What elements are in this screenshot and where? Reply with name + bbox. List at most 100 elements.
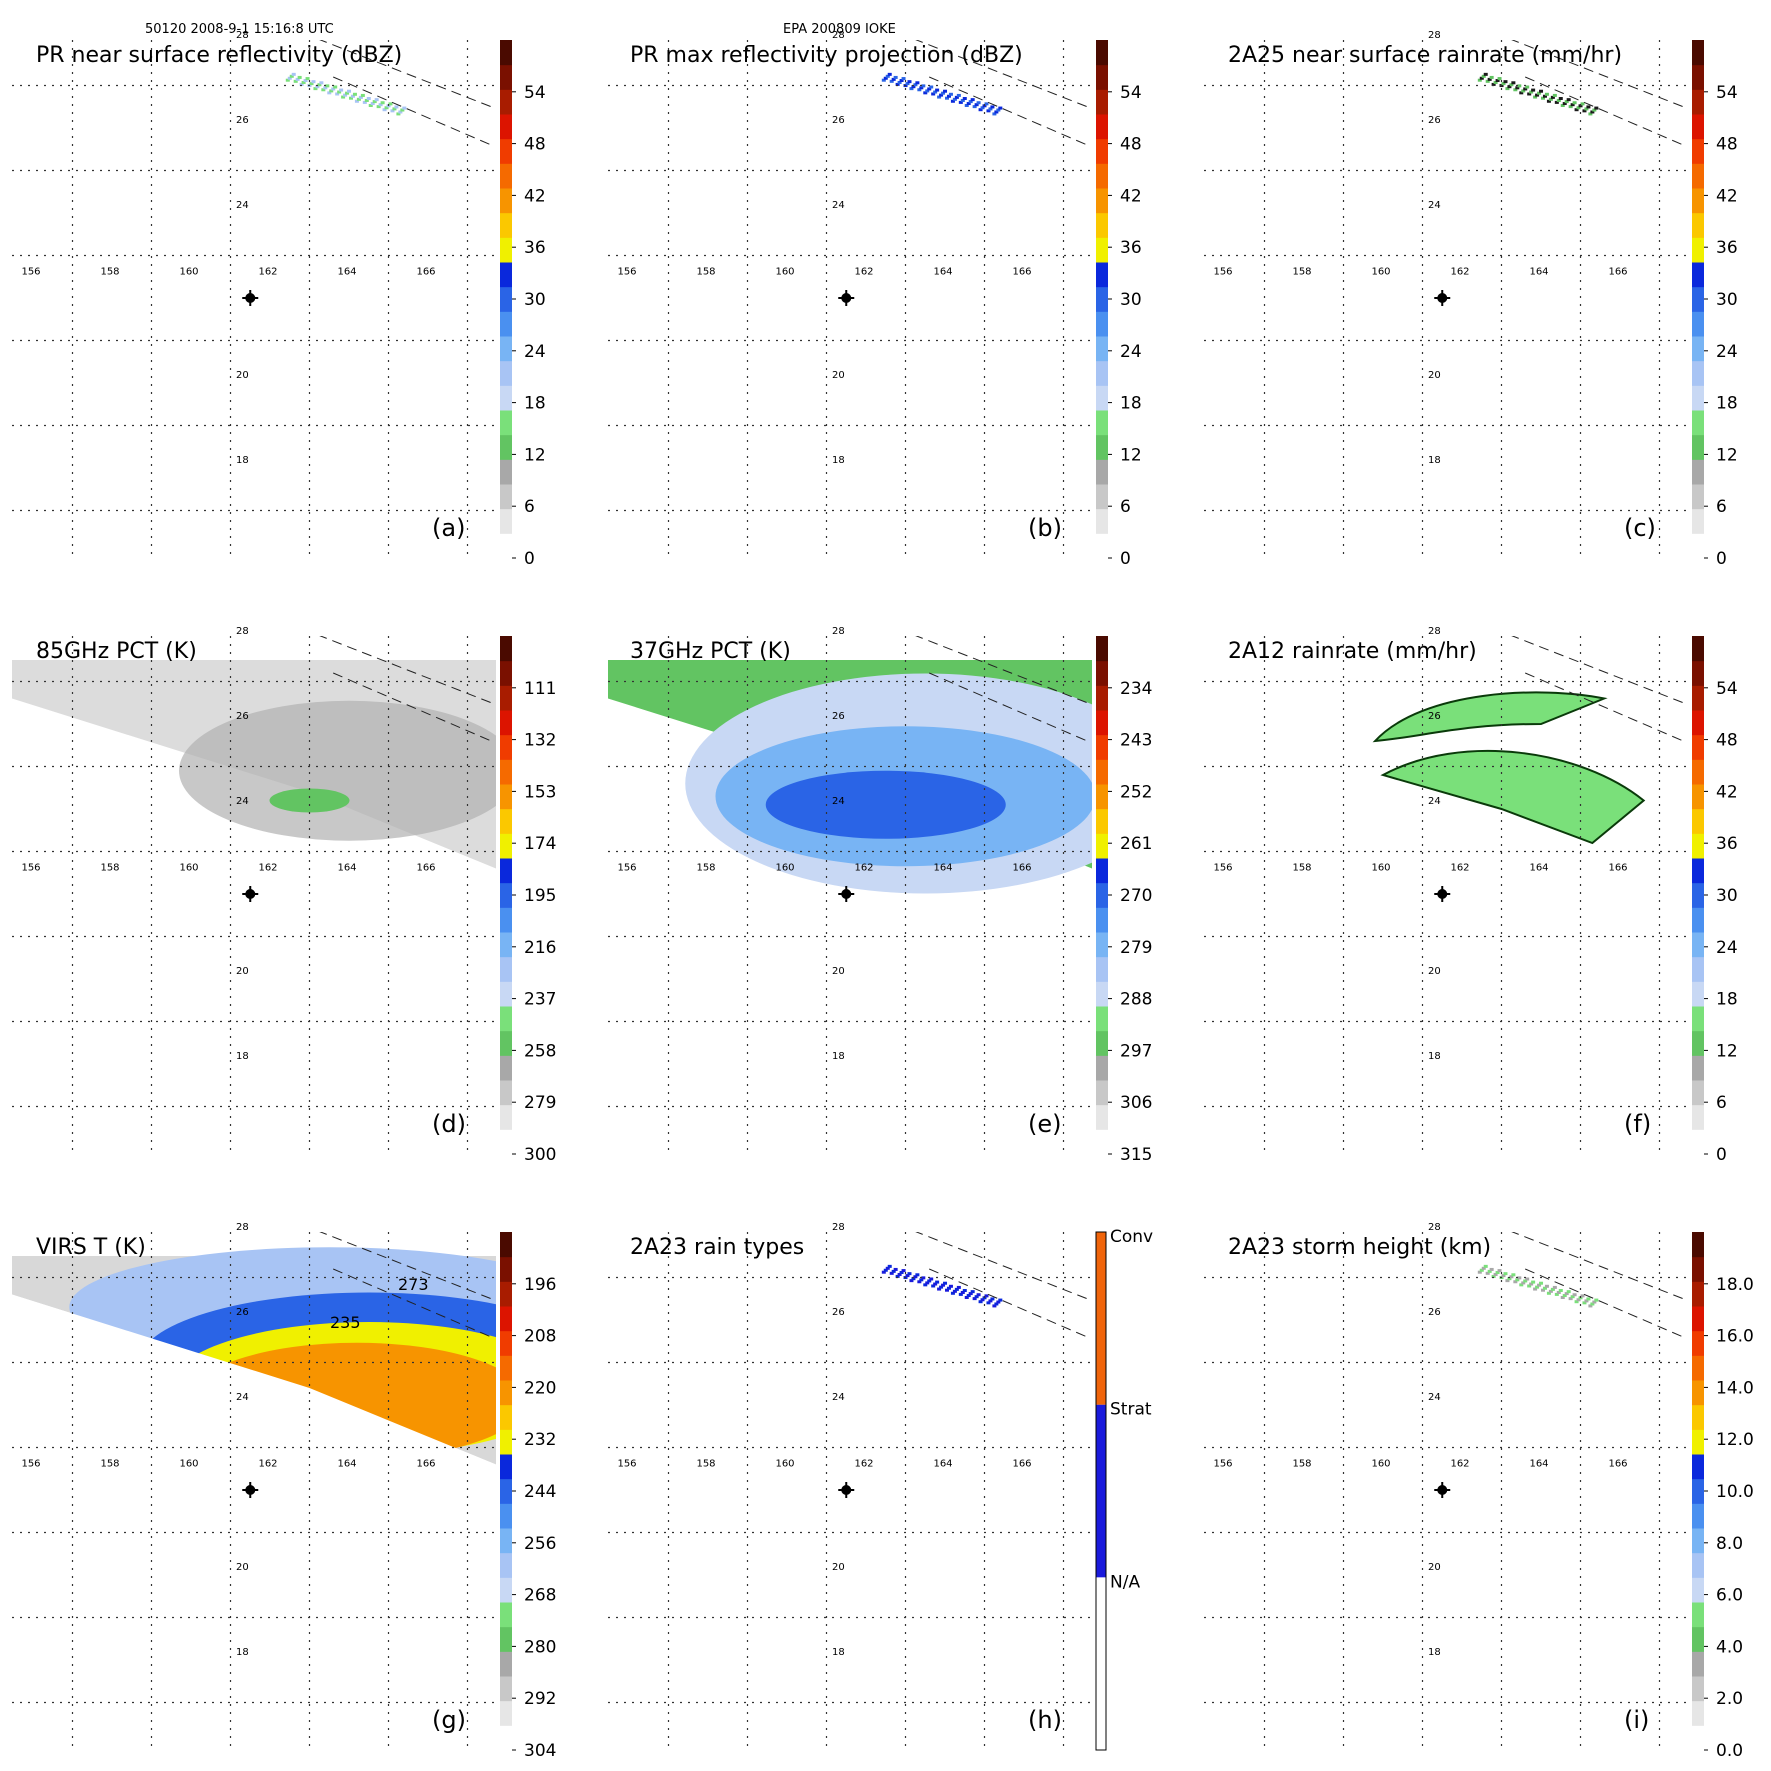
colorbar-tick-label: 243 — [1120, 731, 1152, 751]
pr-echo-pixel — [911, 1277, 916, 1281]
colorbar-segment — [1692, 311, 1704, 337]
lat-tick-label: 24 — [236, 796, 249, 807]
pr-echo-pixel — [978, 1300, 983, 1304]
colorbar-segment — [1692, 1552, 1704, 1578]
lon-tick-label: 162 — [854, 267, 873, 278]
colorbar-segment — [1692, 114, 1704, 140]
pr-echo-pixel — [901, 77, 906, 81]
colorbar-segment — [1096, 660, 1108, 686]
colorbar-segment — [500, 286, 512, 312]
pr-echo-pixel — [1505, 87, 1510, 91]
pr-echo-pixel — [1550, 95, 1555, 99]
pr-echo-pixel — [966, 102, 971, 106]
colorbar-segment — [1692, 808, 1704, 834]
pr-echo-pixel — [1541, 1288, 1545, 1292]
colorbar-tick-label: 258 — [524, 1041, 556, 1061]
colorbar-segment — [500, 311, 512, 337]
pr-echo-pixel — [994, 110, 999, 114]
pr-echo-pixel — [976, 101, 981, 105]
pr-echo-pixel — [349, 96, 353, 100]
colorbar-tick-label: 54 — [524, 83, 546, 103]
lon-tick-label: 158 — [1292, 1459, 1311, 1470]
pr-echo-pixel — [939, 1285, 944, 1289]
swath-edge-south — [1525, 76, 1684, 146]
lon-tick-label: 162 — [258, 1459, 277, 1470]
pr-echo-pixel — [321, 88, 326, 92]
panel-title: 2A23 rain types — [630, 1235, 804, 1260]
pr-echo-pixel — [1556, 98, 1561, 102]
lon-tick-label: 160 — [775, 1459, 794, 1470]
pr-echo-pixel — [931, 92, 936, 96]
lon-tick-label: 160 — [1371, 267, 1390, 278]
pr-echo-pixel — [1594, 106, 1599, 110]
lon-tick-label: 162 — [1450, 267, 1469, 278]
lon-tick-label: 158 — [100, 267, 119, 278]
colorbar-segment — [1096, 311, 1108, 337]
pr-echo-pixel — [1580, 102, 1585, 106]
colorbar-tick-label: 54 — [1716, 83, 1738, 103]
pr-echo-pixel — [881, 1270, 886, 1274]
colorbar-tick-label: 252 — [1120, 782, 1152, 802]
colorbar-segment — [1692, 1478, 1704, 1504]
colorbar-segment — [1096, 508, 1108, 534]
lon-tick-label: 166 — [416, 863, 435, 874]
colorbar-tick-label: 48 — [1716, 135, 1738, 155]
pr-echo-pixel — [1594, 1298, 1599, 1302]
pr-echo-pixel — [921, 1276, 926, 1280]
colorbar-segment — [500, 64, 512, 90]
pr-echo-pixel — [400, 108, 405, 112]
colorbar-segment — [1096, 533, 1108, 559]
pr-echo-pixel — [917, 1280, 922, 1284]
colorbar-tick-label: 12.0 — [1716, 1430, 1754, 1450]
lat-tick-label: 18 — [1428, 1051, 1441, 1062]
pr-echo-pixel — [960, 98, 965, 102]
heavy-rain-37ghz — [765, 770, 1006, 839]
pr-echo-pixel — [1481, 74, 1486, 78]
lon-tick-label: 162 — [1450, 1459, 1469, 1470]
lat-tick-label: 26 — [1428, 115, 1441, 126]
pr-echo-pixel — [1505, 1279, 1510, 1283]
colorbar-segment — [1692, 286, 1704, 312]
colorbar-tick-label: 279 — [524, 1093, 556, 1113]
colorbar-segment — [500, 508, 512, 534]
pr-echo-pixel — [1568, 1297, 1573, 1301]
pr-echo-pixel — [986, 1301, 991, 1305]
swath-edge-south — [929, 672, 1088, 742]
pr-echo-pixel — [1531, 88, 1536, 92]
colorbar-segment — [1096, 710, 1108, 736]
panel-title: PR max reflectivity projection (dBZ) — [630, 43, 1023, 68]
pr-echo-pixel — [1485, 1271, 1490, 1275]
pr-echo-pixel — [1519, 91, 1524, 95]
colorbar-tick-label: 220 — [524, 1378, 556, 1398]
pr-echo-pixel — [998, 106, 1003, 110]
map-content — [608, 1232, 1092, 1750]
colorbar-segment — [1096, 808, 1108, 834]
colorbar-tick-label: 111 — [524, 679, 556, 699]
colorbar-tick-label: 6.0 — [1716, 1586, 1743, 1606]
colorbar-segment — [500, 1651, 512, 1677]
colorbar: 304 292 280 268 256 244 232 220 208 196 — [500, 1232, 556, 1761]
pr-echo-pixel — [1529, 90, 1534, 94]
colorbar-tick-label: 0 — [524, 549, 535, 569]
colorbar-segment — [1692, 1651, 1704, 1677]
map-content — [12, 1232, 496, 1750]
swath-edge-south — [333, 672, 492, 742]
panel-i: 156 158 160 162 164 166 18 20 24 26 28 2A23 storm h… — [1204, 1222, 1754, 1761]
colorbar-tick-label: 280 — [524, 1637, 556, 1657]
pr-echo-pixel — [364, 98, 369, 102]
colorbar-tick-label: 300 — [524, 1145, 556, 1165]
panel-title: 2A25 near surface rainrate (mm/hr) — [1228, 43, 1622, 68]
colorbar-segment — [500, 1055, 512, 1081]
pr-echo-pixel — [958, 100, 963, 104]
colorbar-tick-label: 24 — [1716, 342, 1738, 362]
pr-echo-pixel — [946, 94, 951, 98]
pr-echo-pixel — [1582, 1301, 1587, 1305]
colorbar-segment — [1096, 262, 1108, 288]
pr-echo-pixel — [299, 82, 304, 86]
lon-tick-label: 156 — [617, 267, 636, 278]
colorbar-tick-label: 12 — [1120, 445, 1142, 465]
colorbar-tick-label: 18 — [524, 394, 546, 414]
pr-echo-pixel — [945, 96, 949, 100]
pr-echo-pixel — [1497, 77, 1502, 81]
colorbar-segment — [500, 685, 512, 711]
